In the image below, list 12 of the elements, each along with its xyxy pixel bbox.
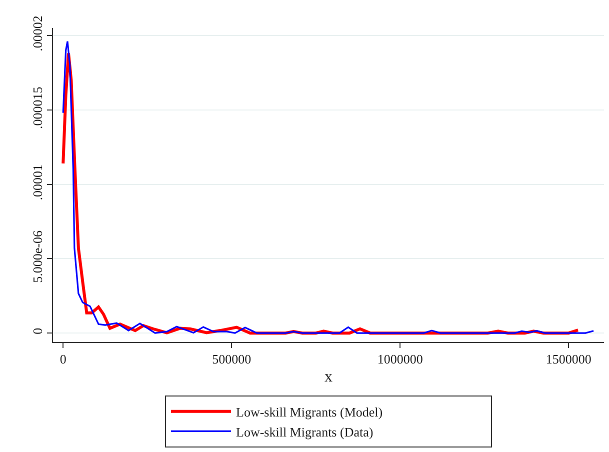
x-tick-label: 1000000 bbox=[377, 352, 423, 367]
x-tick-label: 0 bbox=[60, 352, 66, 367]
y-tick-label: .00001 bbox=[30, 164, 45, 200]
legend-label: Low-skill Migrants (Model) bbox=[236, 404, 383, 420]
x-axis-title: x bbox=[324, 368, 332, 386]
y-tick-label: 0 bbox=[30, 328, 45, 334]
legend-label: Low-skill Migrants (Data) bbox=[236, 424, 374, 440]
x-tick-label: 1500000 bbox=[546, 352, 592, 367]
y-tick-label: .00002 bbox=[30, 16, 45, 52]
y-tick-label: 5.000e-06 bbox=[30, 230, 45, 283]
y-tick-label: .000015 bbox=[30, 86, 45, 130]
x-tick-label: 500000 bbox=[212, 352, 252, 367]
